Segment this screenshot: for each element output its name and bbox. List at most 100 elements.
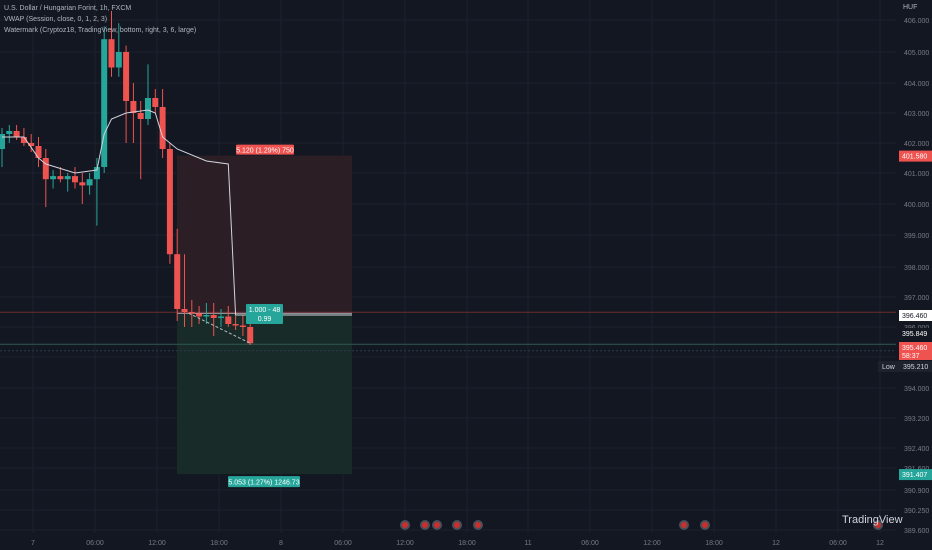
- candle-body: [210, 315, 217, 318]
- candle-body: [42, 158, 49, 180]
- candle-body: [0, 134, 5, 149]
- x-tick-label: 18:00: [458, 540, 476, 547]
- y-tick-label: 399.000: [904, 233, 929, 240]
- candle-body: [115, 52, 122, 68]
- candle-body: [239, 325, 246, 327]
- y-tick-label: 400.000: [904, 202, 929, 209]
- current-price-bg: [899, 342, 932, 360]
- x-tick-label: 12: [876, 540, 884, 547]
- candle-body: [101, 39, 108, 168]
- candle-body: [35, 146, 42, 158]
- candle-body: [123, 52, 130, 101]
- y-tick-label: 390.250: [904, 508, 929, 515]
- candle-body: [145, 98, 151, 119]
- trend-line: [188, 312, 251, 344]
- take-profit-zone: [177, 313, 352, 475]
- y-tick-label: 398.000: [904, 265, 929, 272]
- stop-label: 5.120 (1.29%) 750: [236, 148, 294, 155]
- x-tick-label: 12:00: [643, 540, 661, 547]
- y-tick-label: 401.000: [904, 171, 929, 178]
- countdown-label: 58:37: [902, 353, 920, 360]
- target-label: 5.053 (1.27%) 1246.73: [228, 480, 299, 487]
- ratio-label-bg: [246, 304, 283, 324]
- stop-loss-zone: [177, 155, 352, 314]
- x-tick-label: 06:00: [86, 540, 104, 547]
- candle-body: [188, 312, 195, 314]
- low-word: Low: [882, 364, 896, 371]
- stop-label-bg: [236, 144, 294, 155]
- candle-body: [79, 182, 86, 186]
- x-tick-label: 06:00: [334, 540, 352, 547]
- current-price-label: 395.460: [902, 345, 927, 352]
- x-tick-label: 8: [279, 540, 283, 547]
- candle-body: [152, 98, 159, 107]
- y-tick-label: 405.000: [904, 50, 929, 57]
- candle-body: [247, 327, 254, 344]
- entry-price-label-bg: [899, 310, 932, 321]
- tradingview-logo[interactable]: TradingView: [842, 514, 903, 526]
- y-tick-label: 404.000: [904, 81, 929, 88]
- y-tick-label: 397.000: [904, 295, 929, 302]
- candle-body: [28, 143, 35, 146]
- x-tick-label: 12:00: [396, 540, 414, 547]
- candle-body: [203, 315, 210, 317]
- stop-price-label-bg: [899, 150, 932, 162]
- candle-body: [232, 324, 239, 326]
- event-marker-dot: [434, 522, 440, 528]
- x-tick-label: 18:00: [210, 540, 228, 547]
- x-tick-label: 18:00: [705, 540, 723, 547]
- candle-body: [93, 167, 100, 180]
- candle-body: [20, 137, 27, 143]
- ratio-label-1: 1.000 - 48: [249, 307, 281, 314]
- candle-body: [218, 316, 224, 318]
- y-tick-label: 394.000: [904, 386, 929, 393]
- candle-body: [137, 113, 144, 119]
- event-marker-dot: [475, 522, 481, 528]
- candle-body: [166, 149, 173, 255]
- legend-symbol[interactable]: U.S. Dollar / Hungarian Forint, 1h, FXCM: [4, 5, 132, 12]
- candle-body: [196, 313, 203, 317]
- candle-body: [174, 254, 181, 309]
- x-tick-label: 12: [772, 540, 780, 547]
- y-tick-label: 389.600: [904, 528, 929, 535]
- y-tick-label: 406.000: [904, 18, 929, 25]
- vwap-line: [2, 109, 237, 316]
- ratio-label-2: 0.99: [258, 316, 272, 323]
- entry-price-label: 396.460: [902, 313, 927, 320]
- target-price-label-bg: [899, 469, 932, 481]
- x-tick-label: 12:00: [148, 540, 166, 547]
- x-tick-label: 11: [524, 540, 531, 547]
- event-marker-dot: [454, 522, 460, 528]
- y-tick-label: 393.200: [904, 416, 929, 423]
- target-label-bg: [228, 476, 300, 488]
- legend-watermark[interactable]: Watermark (Cryptoz18, TradingView, botto…: [4, 27, 197, 34]
- event-marker-dot: [402, 522, 408, 528]
- candle-body: [225, 316, 232, 324]
- legend-vwap[interactable]: VWAP (Session, close, 0, 1, 2, 3): [4, 16, 108, 23]
- event-marker-dot: [422, 522, 428, 528]
- event-marker-dot: [681, 522, 687, 528]
- candle-body: [6, 131, 13, 134]
- price1-label: 395.849: [902, 331, 927, 338]
- chart-legend: U.S. Dollar / Hungarian Forint, 1h, FXCM…: [4, 3, 196, 36]
- candle-body: [86, 179, 93, 186]
- y-tick-label: 392.400: [904, 446, 929, 453]
- price1-label-bg: [899, 328, 932, 339]
- low-label-bg: [878, 361, 932, 372]
- stop-price-label: 401.580: [902, 154, 927, 161]
- candle-body: [57, 176, 64, 180]
- event-marker-dot: [875, 522, 881, 528]
- y-tick-label: 403.000: [904, 111, 929, 118]
- candle-body: [159, 107, 166, 149]
- event-marker-dot: [702, 522, 708, 528]
- candle-body: [64, 176, 71, 180]
- candle-body: [50, 176, 57, 180]
- candle-body: [72, 176, 78, 183]
- low-price-label: 395.210: [903, 364, 928, 371]
- x-tick-label: 06:00: [829, 540, 847, 547]
- x-tick-label: 06:00: [581, 540, 599, 547]
- candle-body: [130, 101, 137, 113]
- y-tick-label: 390.900: [904, 488, 929, 495]
